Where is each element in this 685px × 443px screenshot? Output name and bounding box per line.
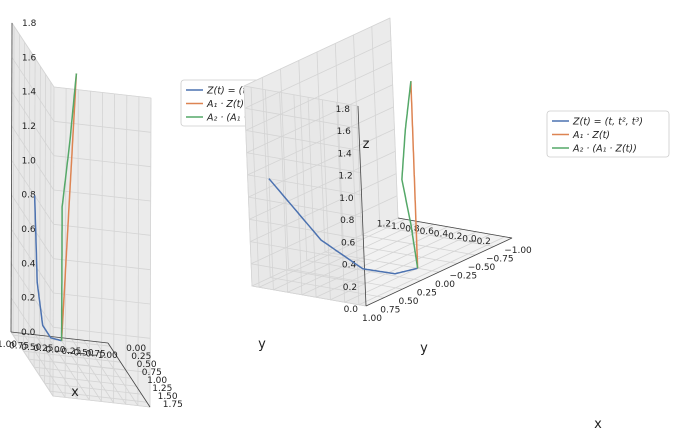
y-tick-label: 1.00 bbox=[147, 376, 167, 386]
z-tick-label: 0.2 bbox=[21, 294, 35, 304]
z-tick-label: 1.2 bbox=[22, 122, 36, 132]
x-tick-label: 0.75 bbox=[9, 341, 29, 351]
z-tick-label: 0.8 bbox=[340, 216, 355, 226]
z-tick-label: 1.2 bbox=[338, 172, 352, 182]
y-tick-label: 1.50 bbox=[158, 392, 178, 402]
z-tick-label: 1.8 bbox=[22, 19, 37, 29]
z-axis-label: z bbox=[363, 137, 370, 152]
y-tick-label: 0.0 bbox=[462, 234, 477, 244]
z-tick-label: 1.4 bbox=[337, 149, 352, 159]
y-tick-label: 1.2 bbox=[377, 219, 391, 229]
y-tick-label: 0.75 bbox=[142, 368, 162, 378]
x-tick-label: 0.75 bbox=[380, 306, 400, 316]
y-tick-label: −0.2 bbox=[469, 237, 491, 247]
z-tick-label: 0.2 bbox=[343, 283, 357, 293]
x-tick-label: −0.75 bbox=[486, 255, 514, 265]
y-tick-label: 1.0 bbox=[391, 222, 406, 232]
z-tick-label: 0.8 bbox=[21, 191, 36, 201]
x-axis-label: x bbox=[594, 417, 602, 432]
x-tick-label: 0.25 bbox=[417, 289, 437, 299]
x-tick-label: 1.00 bbox=[362, 314, 382, 324]
tick-labels: −1.00−0.75−0.50−0.250.000.250.500.751.00… bbox=[0, 19, 183, 410]
y-axis-label: y bbox=[420, 341, 428, 356]
x-axis-label: x bbox=[71, 385, 79, 400]
z-tick-label: 1.0 bbox=[339, 194, 354, 204]
y-tick-label: 0.6 bbox=[420, 227, 435, 237]
z-tick-label: 0.6 bbox=[21, 225, 36, 235]
z-tick-label: 0.6 bbox=[341, 238, 356, 248]
right-3d-plot: −1.00−0.75−0.50−0.250.000.250.500.751.00… bbox=[243, 17, 670, 432]
x-tick-label: 0.50 bbox=[398, 297, 418, 307]
z-tick-label: 0.0 bbox=[21, 328, 36, 338]
x-tick-label: −1.00 bbox=[90, 351, 118, 361]
y-tick-label: 0.25 bbox=[131, 352, 151, 362]
legend-entry-1: Z(t) = (t, t², t³) bbox=[572, 117, 643, 128]
z-tick-label: 1.0 bbox=[22, 156, 37, 166]
series-line-2 bbox=[60, 73, 78, 341]
grid-lines bbox=[10, 22, 152, 408]
x-tick-label: 0.00 bbox=[45, 346, 65, 356]
y-tick-label: 1.75 bbox=[163, 400, 183, 410]
z-tick-label: 1.6 bbox=[22, 53, 37, 63]
legend-entry-2: A₁ · Z(t) bbox=[572, 130, 610, 141]
axis-lines bbox=[357, 105, 513, 307]
series-line-2 bbox=[410, 81, 419, 269]
z-tick-label: 0.4 bbox=[342, 261, 357, 271]
axis-lines bbox=[10, 22, 151, 408]
legend-entry-3: A₂ · (A₁ · Z(t)) bbox=[206, 113, 271, 124]
y-tick-label: 0.00 bbox=[126, 344, 146, 354]
x-tick-label: −0.25 bbox=[54, 347, 82, 357]
x-tick-label: 0.25 bbox=[33, 344, 53, 354]
y-tick-label: 0.2 bbox=[448, 232, 462, 242]
z-tick-label: 1.8 bbox=[336, 105, 351, 115]
tick-labels: −1.00−0.75−0.50−0.250.000.250.500.751.00… bbox=[336, 105, 532, 324]
grid-lines bbox=[243, 17, 513, 307]
legend-entry-2: A₁ · Z(t) bbox=[206, 99, 244, 110]
y-tick-label: 0.4 bbox=[434, 229, 449, 239]
legend-entry-3: A₂ · (A₁ · Z(t)) bbox=[572, 144, 637, 155]
x-tick-label: 0.00 bbox=[435, 280, 455, 290]
series-curves bbox=[33, 73, 78, 342]
z-tick-label: 1.6 bbox=[337, 127, 352, 137]
y-tick-label: 0.50 bbox=[137, 360, 157, 370]
series-line-1 bbox=[268, 178, 418, 275]
x-tick-label: 1.00 bbox=[0, 340, 17, 350]
z-tick-label: 0.4 bbox=[21, 259, 36, 269]
y-tick-label: 1.25 bbox=[152, 384, 172, 394]
x-tick-label: −0.75 bbox=[78, 350, 106, 360]
x-tick-label: −0.25 bbox=[450, 272, 478, 282]
series-line-3 bbox=[60, 73, 78, 341]
series-line-1 bbox=[33, 195, 62, 342]
y-tick-label: 0.8 bbox=[405, 224, 420, 234]
x-tick-label: −0.50 bbox=[468, 263, 496, 273]
x-tick-label: −0.50 bbox=[66, 348, 94, 358]
x-tick-label: −1.00 bbox=[504, 246, 532, 256]
legend: Z(t) = (t, t², t³) A₁ · Z(t) A₂ · (A₁ · Z(… bbox=[546, 110, 670, 158]
left-3d-plot: −1.00−0.75−0.50−0.250.000.250.500.751.00… bbox=[0, 19, 344, 410]
z-tick-label: 0.0 bbox=[344, 305, 359, 315]
series-curves bbox=[268, 81, 419, 275]
series-line-3 bbox=[401, 81, 419, 269]
z-tick-label: 1.4 bbox=[22, 88, 37, 98]
y-axis-label: y bbox=[258, 337, 266, 352]
legend-entry-1: Z(t) = (t, t², t³) bbox=[206, 86, 277, 97]
x-tick-label: 0.50 bbox=[21, 343, 41, 353]
